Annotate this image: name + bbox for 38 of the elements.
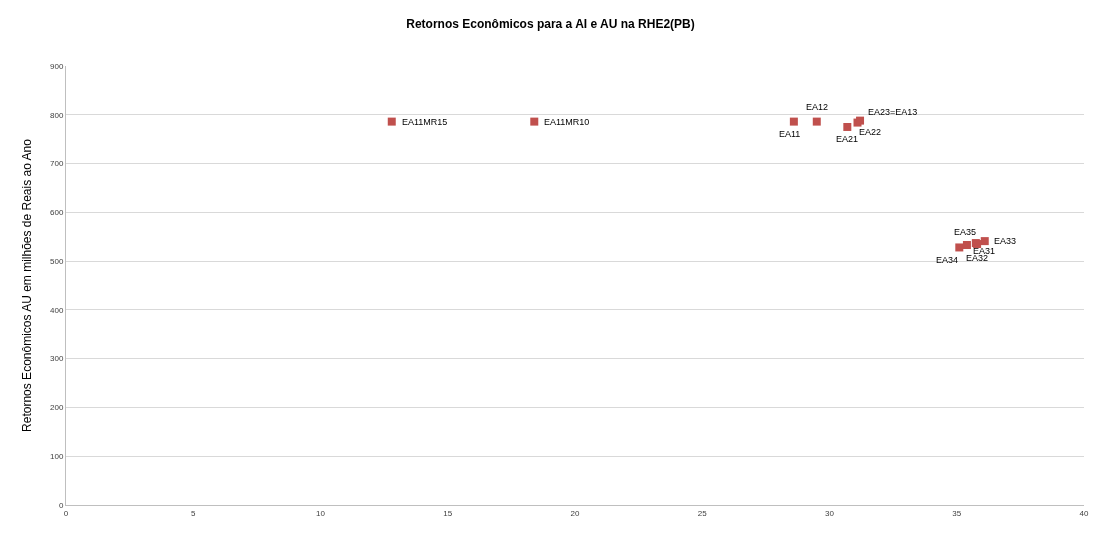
y-tick-label: 300 [50, 354, 64, 364]
annotation: EA11MR15 [402, 117, 448, 127]
point [812, 117, 821, 126]
y-tick-label: 600 [50, 208, 64, 218]
point [955, 243, 964, 252]
point [843, 122, 852, 131]
x-tick-label: 30 [825, 508, 835, 518]
y-axis-title: Retornos Econômicos AU em milhões de Reais ao Ano [20, 138, 35, 432]
x-tick-label: 15 [443, 508, 453, 518]
y-tick-label: 0 [58, 500, 64, 510]
y-tick-label: 800 [50, 110, 64, 120]
y-tick-label: 700 [50, 159, 64, 169]
x-tick-label: 10 [316, 508, 326, 518]
annotation: EA35 [954, 227, 977, 237]
y-tick-label: 200 [50, 403, 64, 413]
point [387, 117, 396, 126]
point [962, 241, 971, 250]
annotation: EA33 [994, 236, 1017, 246]
x-tick-label: 25 [697, 508, 708, 518]
x-tick-label: 5 [191, 508, 197, 518]
x-tick-label: 35 [952, 508, 962, 518]
point [530, 117, 539, 126]
chart-title: Retornos Econômicos para a AI e AU na RHE2(PB) [406, 16, 695, 31]
annotation: EA21 [836, 134, 859, 144]
point [980, 237, 989, 246]
annotation: EA23=EA13 [868, 107, 918, 117]
y-tick-label: 500 [50, 256, 64, 266]
y-tick-label: 100 [50, 452, 64, 462]
y-tick-label: 400 [50, 305, 64, 315]
x-tick-label: 20 [570, 508, 580, 518]
annotation: EA11 [779, 129, 801, 139]
annotation: EA12 [806, 102, 829, 112]
y-tick-label: 900 [50, 61, 64, 71]
point [789, 117, 798, 126]
annotation: EA22 [859, 127, 882, 137]
annotation: EA11MR10 [544, 117, 590, 127]
x-tick-label: 40 [1079, 508, 1089, 518]
annotation: EA34 [936, 255, 959, 265]
